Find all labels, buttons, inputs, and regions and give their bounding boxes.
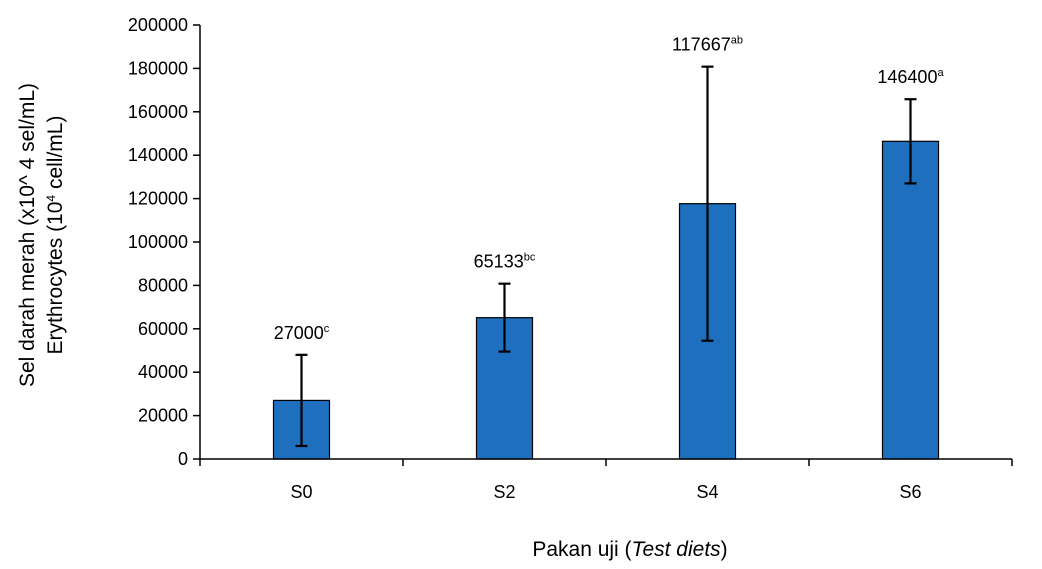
y-axis-title-line-2: Erythrocytes (104 cell/mL): [44, 116, 67, 355]
y-tick-label: 160000: [128, 102, 188, 122]
y-tick-label: 140000: [128, 145, 188, 165]
error-bar-s4: [701, 65, 714, 342]
bar-s6: [881, 140, 940, 460]
y-tick-label: 100000: [128, 232, 188, 252]
y-tick-label: 40000: [138, 362, 188, 382]
data-label-s6: 146400a: [877, 67, 944, 87]
y-tick-label: 180000: [128, 58, 188, 78]
data-label-s2: 65133bc: [474, 252, 536, 272]
y-tick-label: 200000: [128, 15, 188, 35]
error-bar-s0: [295, 353, 308, 448]
error-bar-s6: [904, 98, 917, 185]
error-bars-layer: [295, 65, 917, 448]
y-tick-label: 0: [178, 449, 188, 469]
y-tick-label: 60000: [138, 319, 188, 339]
y-axis-title-line-1: Sel darah merah (x10^ 4 sel/mL): [16, 83, 39, 387]
y-tick-label: 20000: [138, 406, 188, 426]
error-bar-s2: [498, 282, 511, 353]
y-tick-label: 80000: [138, 275, 188, 295]
data-labels-layer: 27000c 65133bc 117667ab 146400a: [274, 35, 945, 343]
data-label-s4: 117667ab: [672, 35, 743, 55]
bars-layer: [272, 140, 940, 460]
x-tick-label-s0: S0: [290, 482, 312, 502]
axes-layer: 0 20000 40000 60000 80000 100000 120000 140000 1…: [128, 15, 1013, 502]
x-tick-label-s6: S6: [899, 482, 921, 502]
x-tick-label-s2: S2: [493, 482, 515, 502]
data-label-s0: 27000c: [274, 323, 330, 343]
y-tick-label: 120000: [128, 189, 188, 209]
x-tick-label-s4: S4: [696, 482, 718, 502]
x-axis-title: Pakan uji (Test diets): [532, 538, 727, 561]
